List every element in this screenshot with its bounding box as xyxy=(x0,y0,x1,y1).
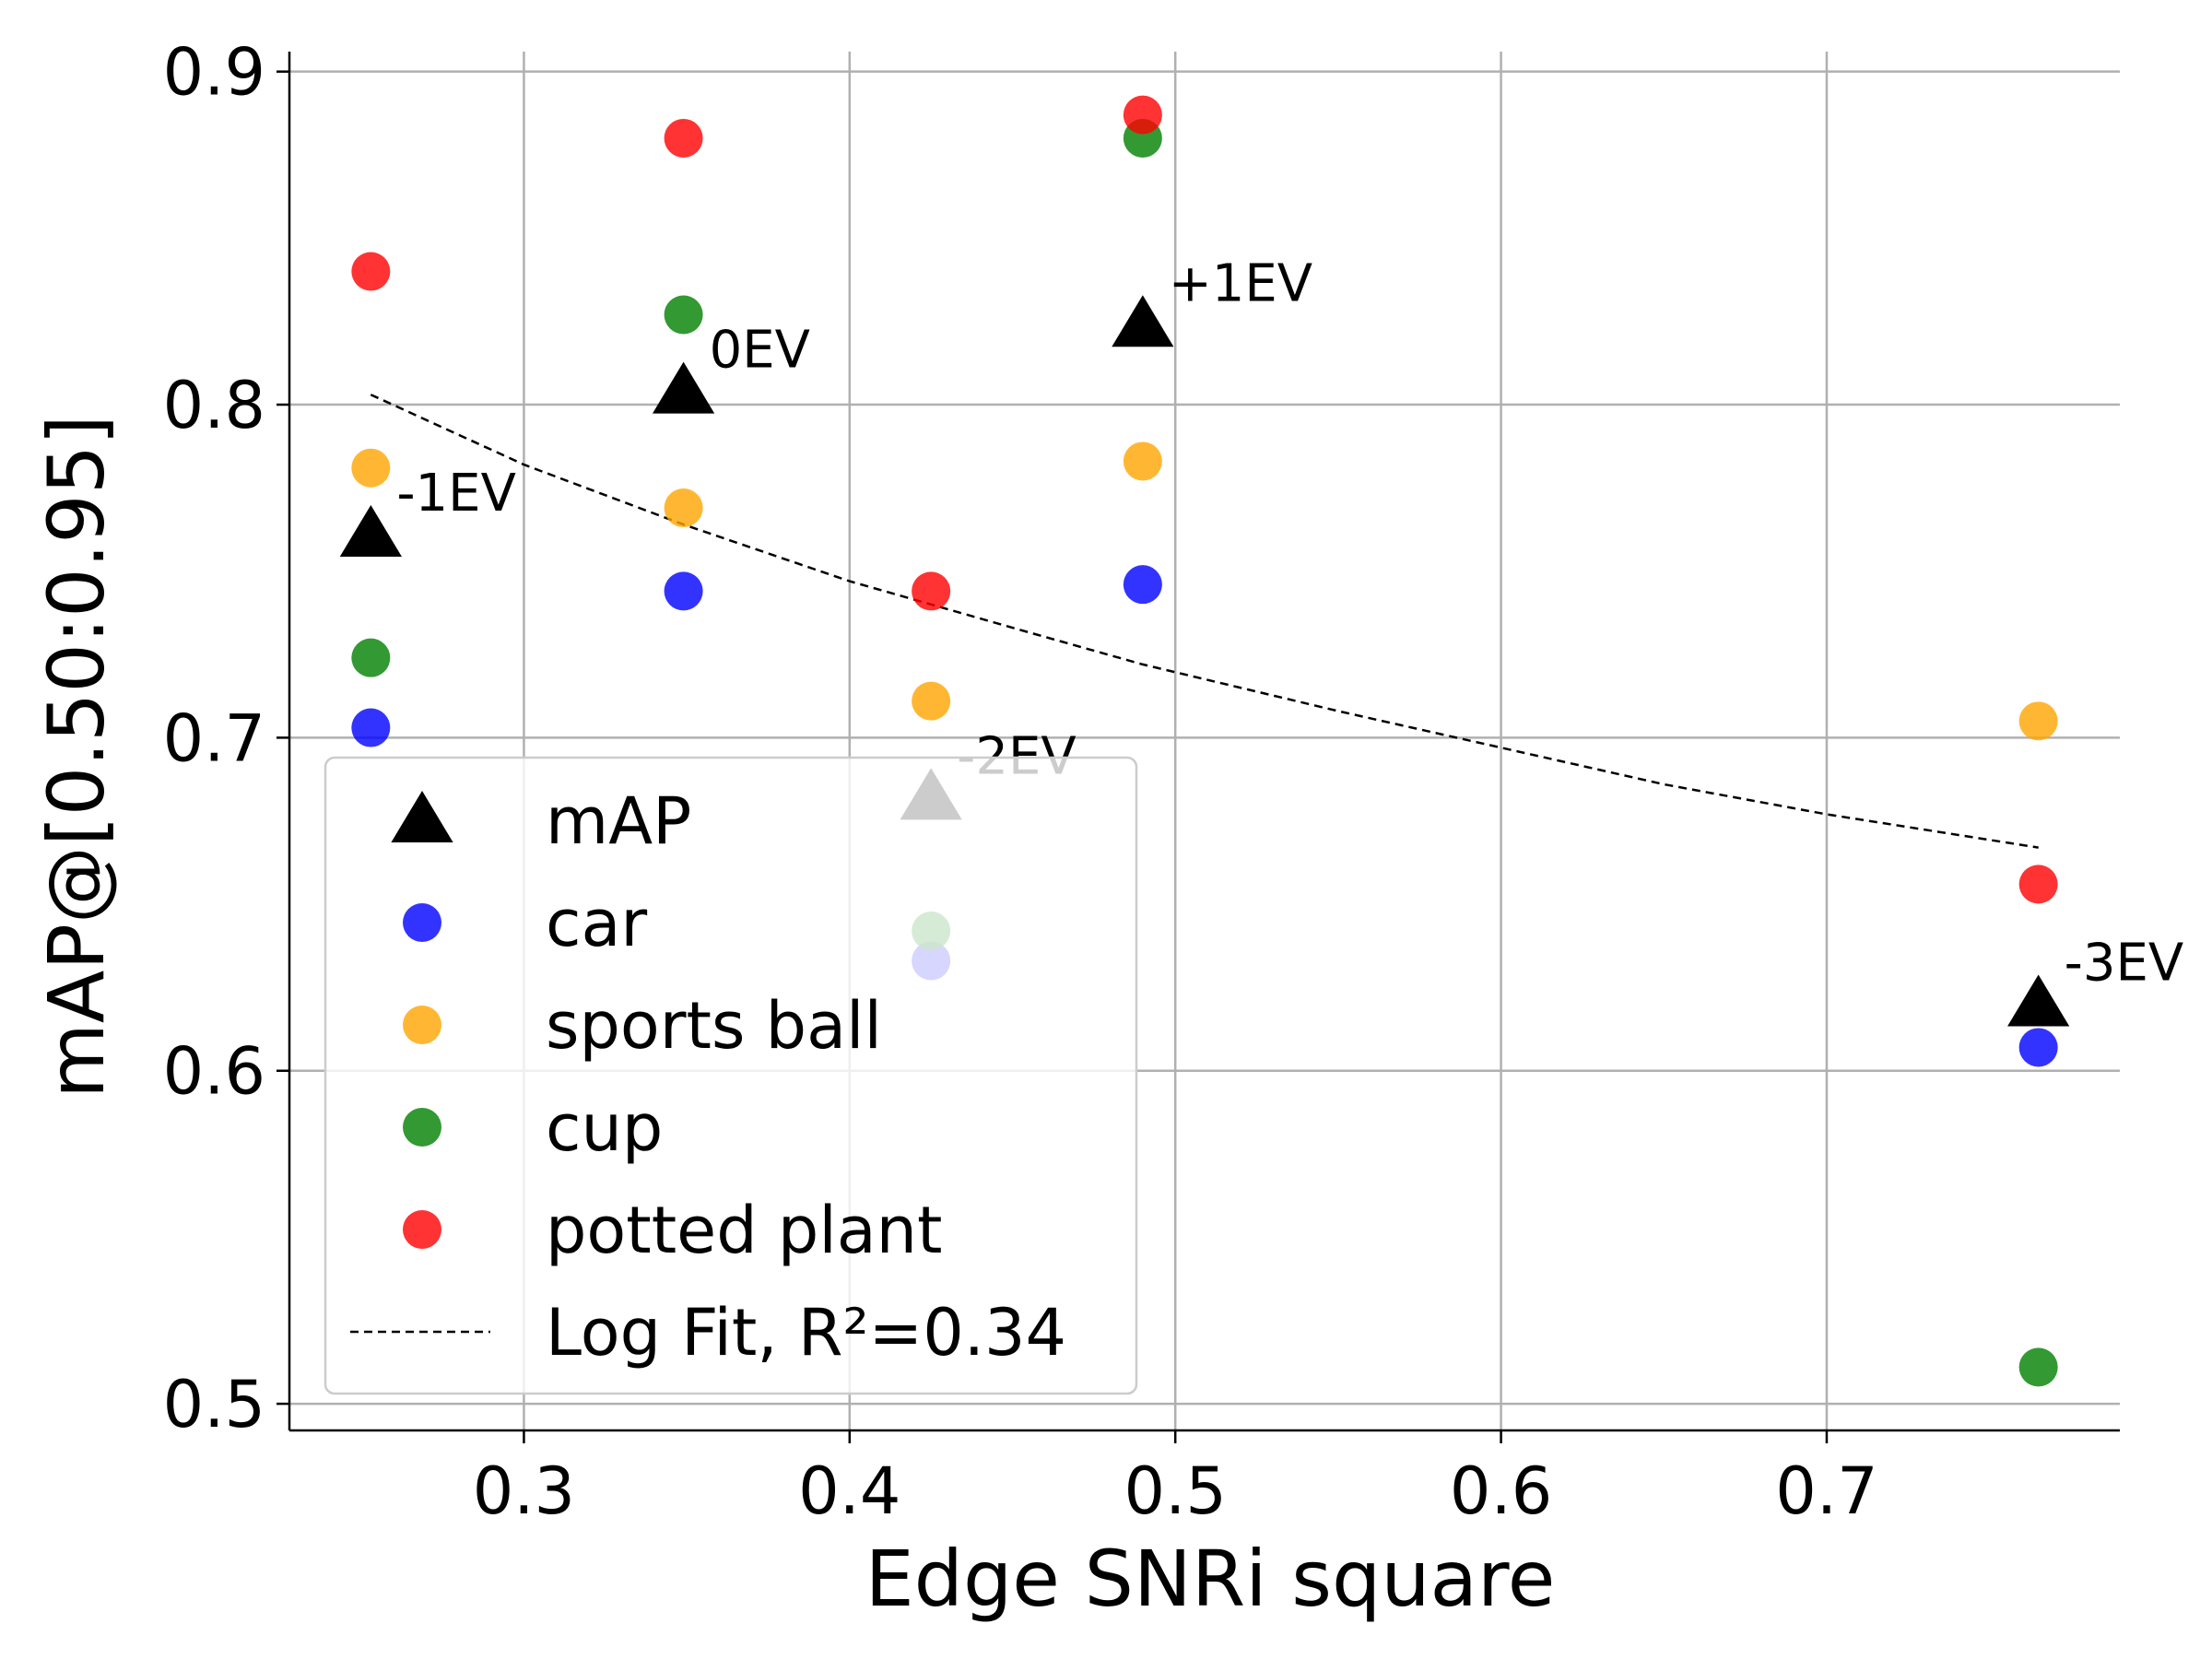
legend-marker xyxy=(391,791,453,842)
ev-annotation: -1EV xyxy=(396,464,516,524)
legend-marker xyxy=(403,1108,441,1147)
point-car xyxy=(351,708,391,747)
legend-label: Log Fit, R²=0.34 xyxy=(546,1295,1066,1371)
y-axis-title: mAP@[0.50:0.95] xyxy=(31,415,122,1099)
legend-marker xyxy=(403,1210,441,1249)
point-sports-ball xyxy=(1123,441,1162,481)
log-fit-line xyxy=(370,394,2039,849)
point-cup xyxy=(2018,1347,2058,1387)
point-mAP xyxy=(1112,295,1174,347)
point-sports-ball xyxy=(351,448,391,488)
x-tick-label: 0.7 xyxy=(1775,1453,1877,1529)
y-tick-label: 0.7 xyxy=(163,700,265,776)
axis-ticks: 0.3 0.4 0.5 0.6 0.7 0.5 0.6 0.7 0.8 0.9 xyxy=(163,35,1878,1529)
y-tick-label: 0.5 xyxy=(163,1367,265,1442)
point-mAP xyxy=(652,361,715,414)
ev-annotation: 0EV xyxy=(710,321,810,381)
point-sports-ball xyxy=(912,681,951,721)
y-tick-label: 0.8 xyxy=(163,368,265,443)
point-potted-plant xyxy=(1123,95,1162,135)
legend-label: car xyxy=(546,886,647,961)
x-tick-label: 0.6 xyxy=(1450,1453,1552,1529)
axes-spines xyxy=(288,52,2120,1432)
x-tick-label: 0.5 xyxy=(1124,1453,1227,1529)
fit-line-layer xyxy=(370,394,2039,849)
legend-label: cup xyxy=(546,1090,663,1166)
point-car xyxy=(2018,1028,2058,1067)
ev-annotation: +1EV xyxy=(1169,253,1312,313)
point-cup xyxy=(351,638,391,677)
x-tick-label: 0.4 xyxy=(798,1453,900,1529)
legend-marker xyxy=(403,1006,441,1044)
point-potted-plant xyxy=(2018,865,2058,904)
x-axis-title: Edge SNRi square xyxy=(865,1534,1556,1624)
point-mAP xyxy=(2007,974,2070,1027)
point-sports-ball xyxy=(664,488,703,528)
legend: mAP car sports ball cup potted plant Log Fit,… xyxy=(324,756,1138,1395)
y-tick-label: 0.6 xyxy=(163,1034,265,1110)
legend-label: sports ball xyxy=(546,988,882,1064)
point-car xyxy=(664,571,703,611)
y-tick-label: 0.9 xyxy=(163,35,265,111)
legend-marker xyxy=(403,903,441,942)
point-potted-plant xyxy=(664,118,703,158)
point-cup xyxy=(664,295,703,335)
legend-label: mAP xyxy=(546,783,691,859)
x-tick-label: 0.3 xyxy=(473,1453,575,1529)
ev-annotation: -3EV xyxy=(2065,933,2184,993)
point-mAP xyxy=(339,504,402,557)
point-car xyxy=(1123,565,1162,605)
legend-box xyxy=(324,756,1138,1395)
point-potted-plant xyxy=(351,252,391,291)
point-potted-plant xyxy=(912,571,951,611)
point-sports-ball xyxy=(2018,701,2058,741)
legend-label: potted plant xyxy=(546,1193,943,1268)
